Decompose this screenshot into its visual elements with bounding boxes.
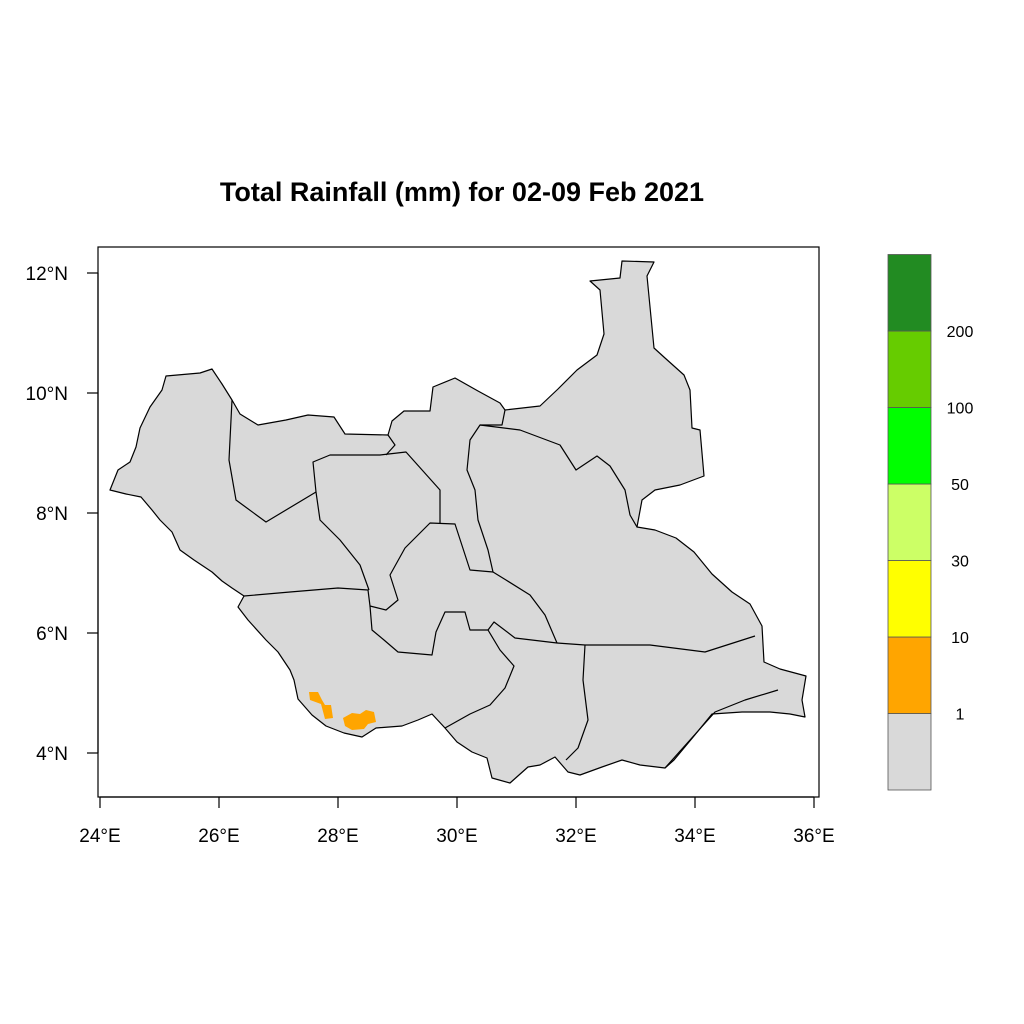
legend-label: 1 <box>956 707 965 724</box>
legend-label: 50 <box>951 477 969 494</box>
country-land <box>110 261 806 783</box>
legend-label: 200 <box>947 324 974 341</box>
legend-color-box <box>887 713 932 791</box>
rain-patch-1-10mm <box>309 692 333 719</box>
y-tick-label: 12°N <box>26 264 68 285</box>
x-tick-label: 26°E <box>198 826 239 847</box>
legend-color-box <box>887 407 932 485</box>
rainfall-legend: 1 10 30 50 100 200 <box>887 254 974 791</box>
legend-color-box <box>887 560 932 638</box>
legend-label: 100 <box>947 401 974 418</box>
y-tick-label: 4°N <box>36 744 68 765</box>
latitude-axis: 12°N 10°N 8°N 6°N 4°N <box>26 264 99 765</box>
legend-color-box <box>887 483 932 561</box>
x-tick-label: 34°E <box>674 826 715 847</box>
x-tick-label: 28°E <box>317 826 358 847</box>
state-boundaries <box>228 399 779 769</box>
legend-label: 10 <box>951 630 969 647</box>
legend-color-box <box>887 636 932 714</box>
map-title: Total Rainfall (mm) for 02-09 Feb 2021 <box>220 177 704 207</box>
rain-patch-1-10mm <box>343 710 376 730</box>
x-tick-label: 24°E <box>79 826 120 847</box>
y-tick-label: 6°N <box>36 624 68 645</box>
y-tick-label: 10°N <box>26 384 68 405</box>
x-tick-label: 32°E <box>555 826 596 847</box>
map-area <box>109 260 807 784</box>
legend-label: 30 <box>951 554 969 571</box>
legend-color-box <box>887 254 932 332</box>
x-tick-label: 30°E <box>436 826 477 847</box>
x-tick-label: 36°E <box>793 826 834 847</box>
y-tick-label: 8°N <box>36 504 68 525</box>
legend-color-box <box>887 330 932 408</box>
longitude-axis: 24°E 26°E 28°E 30°E 32°E 34°E 36°E <box>79 796 835 847</box>
